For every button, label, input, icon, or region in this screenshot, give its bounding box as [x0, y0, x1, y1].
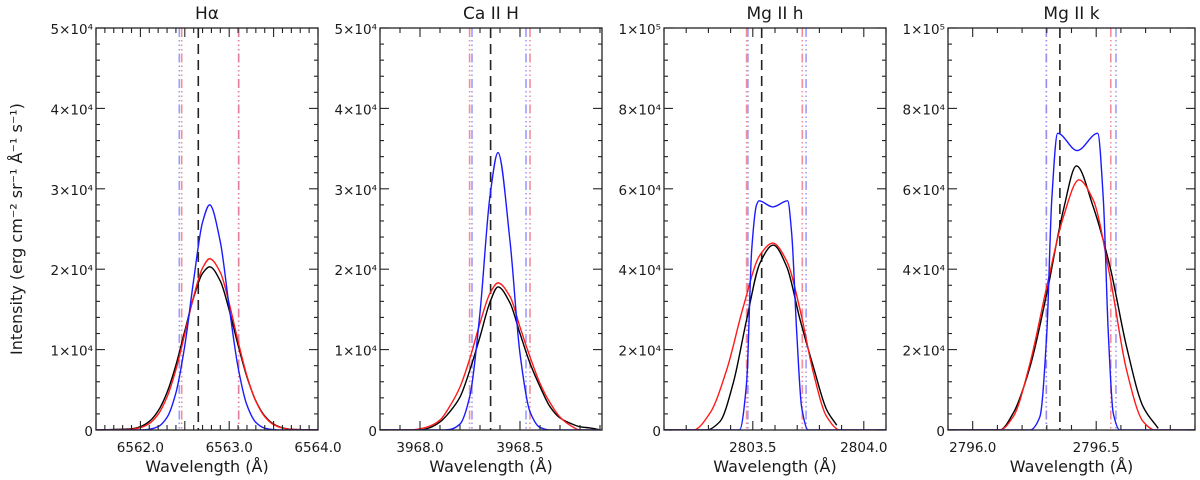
series-line-black [664, 244, 838, 430]
x-tick-label: 6563.0 [206, 440, 253, 456]
series-line-blue [380, 151, 600, 430]
axes-frame [947, 27, 1196, 431]
y-axis: 0 1×10⁴ 2×10⁴ 3×10⁴ 4×10⁴ 5×10⁴ [51, 22, 318, 440]
panel-1: Hα 6562.0 6563.0 6564.0 Wavelength (Å) 0 1×10⁴… [51, 4, 342, 476]
y-tick-label: 2×10⁴ [51, 263, 94, 279]
y-axis: 0 2×10⁴ 4×10⁴ 6×10⁴ 8×10⁴ 1×10⁵ [903, 22, 1195, 440]
x-tick-label: 2796.5 [1073, 440, 1120, 456]
y-tick-label: 0 [652, 424, 661, 440]
series-line-red [380, 282, 600, 430]
y-tick-label: 4×10⁴ [903, 263, 946, 279]
y-tick-label: 2×10⁴ [619, 344, 662, 360]
x-axis-label: Wavelength (Å) [1010, 457, 1133, 476]
y-tick-label: 4×10⁴ [619, 263, 662, 279]
y-tick-label: 1×10⁵ [903, 22, 946, 38]
y-tick-label: 2×10⁴ [335, 263, 378, 279]
y-tick-label: 0 [84, 424, 93, 440]
series-line-blue [664, 200, 886, 430]
y-axis: 0 1×10⁴ 2×10⁴ 3×10⁴ 4×10⁴ 5×10⁴ [335, 22, 602, 440]
y-axis-label: Intensity (erg cm⁻² sr⁻¹ Å⁻¹ s⁻¹) [7, 103, 26, 355]
x-axis-label: Wavelength (Å) [145, 457, 268, 476]
panels: Hα 6562.0 6563.0 6564.0 Wavelength (Å) 0 1×10⁴… [51, 4, 1196, 476]
axes-frame [663, 27, 887, 431]
series-line-black [948, 165, 1159, 430]
y-tick-label: 3×10⁴ [335, 183, 378, 199]
y-tick-label: 4×10⁴ [51, 102, 94, 118]
x-tick-label: 6562.0 [117, 440, 164, 456]
plot-area [664, 28, 886, 430]
series-line-black [380, 286, 601, 430]
series-line-blue [948, 132, 1195, 430]
x-tick-label: 3968.5 [496, 440, 543, 456]
y-tick-label: 1×10⁴ [51, 344, 94, 360]
plot-area [380, 28, 601, 430]
x-axis-label: Wavelength (Å) [713, 457, 836, 476]
series-line-blue [96, 204, 318, 430]
y-tick-label: 0 [368, 424, 377, 440]
y-tick-label: 6×10⁴ [619, 183, 662, 199]
y-tick-label: 4×10⁴ [335, 102, 378, 118]
series-line-red [664, 242, 886, 430]
y-axis: 0 2×10⁴ 4×10⁴ 6×10⁴ 8×10⁴ 1×10⁵ [619, 22, 886, 440]
axes-frame [379, 27, 603, 431]
y-tick-label: 8×10⁴ [619, 102, 662, 118]
x-tick-label: 2803.5 [729, 440, 776, 456]
x-tick-label: 2796.0 [949, 440, 996, 456]
y-tick-label: 6×10⁴ [903, 183, 946, 199]
y-tick-label: 0 [936, 424, 945, 440]
y-tick-label: 5×10⁴ [335, 22, 378, 38]
x-tick-label: 3968.0 [396, 440, 443, 456]
series-line-red [948, 179, 1195, 430]
y-tick-label: 1×10⁵ [619, 22, 662, 38]
x-axis: 6562.0 6563.0 6564.0 Wavelength (Å) [95, 28, 342, 476]
axes-frame [95, 27, 319, 431]
plot-area [948, 28, 1195, 430]
panel-title: Hα [195, 4, 219, 24]
x-tick-label: 6564.0 [294, 440, 341, 456]
plot-area [96, 28, 318, 430]
x-axis-label: Wavelength (Å) [429, 457, 552, 476]
y-tick-label: 2×10⁴ [903, 344, 946, 360]
panel-title: Mg II h [746, 4, 803, 24]
x-tick-label: 2804.0 [840, 440, 887, 456]
series-line-red [96, 258, 318, 430]
y-tick-label: 3×10⁴ [51, 183, 94, 199]
y-tick-label: 8×10⁴ [903, 102, 946, 118]
series-line-black [96, 266, 318, 430]
y-tick-label: 1×10⁴ [335, 344, 378, 360]
panel-title: Ca II H [463, 4, 519, 24]
y-tick-label: 5×10⁴ [51, 22, 94, 38]
panel-title: Mg II k [1043, 4, 1099, 24]
